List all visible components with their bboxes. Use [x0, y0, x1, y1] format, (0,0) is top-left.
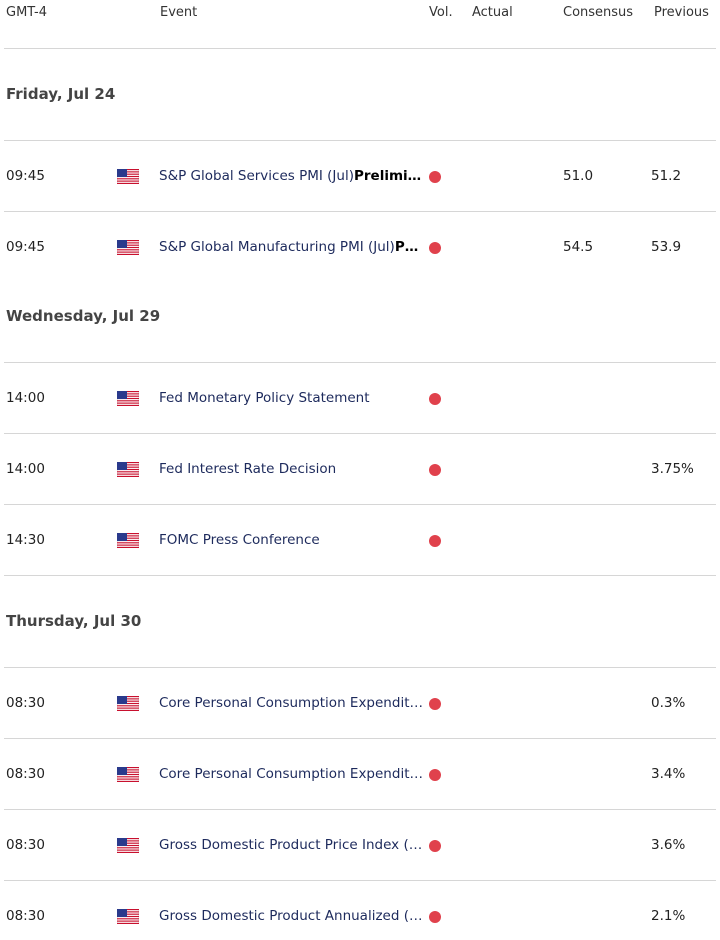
- volatility-dot: [429, 698, 441, 710]
- previous: 53.9: [651, 239, 682, 255]
- event: Gross Domestic Product Annualized (…: [159, 908, 423, 924]
- volatility-dot: [429, 769, 441, 781]
- time: 08:30: [6, 695, 45, 711]
- event: Fed Monetary Policy Statement: [159, 390, 423, 406]
- event-name: FOMC Press Conference: [159, 532, 320, 548]
- header: GMT-4 Event Vol. Actual Consensus Previo…: [4, 0, 716, 49]
- volatility-dot: [429, 840, 441, 852]
- consensus: 54.5: [563, 239, 594, 255]
- col-event: Event: [160, 5, 198, 20]
- events: Friday, Jul 24 09:45 S&P Global Services P…: [0, 49, 720, 940]
- event: S&P Global Services PMI (Jul)Prelimi…: [159, 168, 423, 184]
- flag: [116, 532, 140, 552]
- time: 14:00: [6, 461, 45, 477]
- date-header: Friday, Jul 24: [4, 49, 716, 141]
- flag: [116, 390, 140, 410]
- event-bold: Prelimi…: [354, 168, 422, 184]
- previous: 3.4%: [651, 766, 686, 782]
- event-name: Core Personal Consumption Expendit…: [159, 766, 423, 782]
- previous: 3.75%: [651, 461, 694, 477]
- volatility-dot: [429, 911, 441, 923]
- col-actual: Actual: [472, 5, 513, 20]
- event: Gross Domestic Product Price Index (…: [159, 837, 423, 853]
- event-name: Fed Interest Rate Decision: [159, 461, 337, 477]
- time: 08:30: [6, 766, 45, 782]
- volatility-dot: [429, 393, 441, 405]
- event-name: Core Personal Consumption Expendit…: [159, 695, 423, 711]
- date-label: Thursday, Jul 30: [6, 612, 142, 630]
- event-row: 08:30 Core Personal Consumption Expendit……: [4, 668, 716, 739]
- event: S&P Global Manufacturing PMI (Jul)P…: [159, 239, 423, 255]
- previous: 51.2: [651, 168, 682, 184]
- col-time: GMT-4: [6, 5, 47, 20]
- event-name: S&P Global Services PMI (Jul): [159, 168, 354, 184]
- event: FOMC Press Conference: [159, 532, 423, 548]
- volatility-dot: [429, 464, 441, 476]
- time: 09:45: [6, 168, 45, 184]
- event: Core Personal Consumption Expendit…: [159, 766, 423, 782]
- event-row: 14:30 FOMC Press Conference: [4, 505, 716, 576]
- time: 14:30: [6, 532, 45, 548]
- event-bold: P…: [394, 239, 419, 255]
- event-name: Fed Monetary Policy Statement: [159, 390, 370, 406]
- date-label: Wednesday, Jul 29: [6, 307, 161, 325]
- flag: [116, 461, 140, 481]
- previous: 2.1%: [651, 908, 686, 924]
- event-name: Gross Domestic Product Price Index (…: [159, 837, 423, 853]
- event-row: 14:00 Fed Interest Rate Decision 3.75%: [4, 434, 716, 505]
- event-row: 08:30 Core Personal Consumption Expendit……: [4, 739, 716, 810]
- date-header: Thursday, Jul 30: [4, 576, 716, 668]
- flag: [116, 908, 140, 928]
- event: Fed Interest Rate Decision: [159, 461, 423, 477]
- previous: 3.6%: [651, 837, 686, 853]
- flag: [116, 837, 140, 857]
- col-vol: Vol.: [429, 5, 453, 20]
- time: 08:30: [6, 908, 45, 924]
- flag: [116, 766, 140, 786]
- event-name: S&P Global Manufacturing PMI (Jul): [159, 239, 395, 255]
- volatility-dot: [429, 242, 441, 254]
- event-name: Gross Domestic Product Annualized (…: [159, 908, 423, 924]
- volatility-dot: [429, 171, 441, 183]
- col-consensus: Consensus: [563, 5, 634, 20]
- time: 08:30: [6, 837, 45, 853]
- volatility-dot: [429, 535, 441, 547]
- event-row: 09:45 S&P Global Manufacturing PMI (Jul)P…: [4, 212, 716, 283]
- event-row: 08:30 Gross Domestic Product Price Index …: [4, 810, 716, 881]
- event-row: 14:00 Fed Monetary Policy Statement: [4, 363, 716, 434]
- time: 14:00: [6, 390, 45, 406]
- event-row: 09:45 S&P Global Services PMI (Jul)Prelim…: [4, 141, 716, 212]
- consensus: 51.0: [563, 168, 594, 184]
- col-previous: Previous: [654, 5, 709, 20]
- flag: [116, 695, 140, 715]
- time: 09:45: [6, 239, 45, 255]
- event: Core Personal Consumption Expendit…: [159, 695, 423, 711]
- date-header: Wednesday, Jul 29: [4, 283, 716, 363]
- event-row: 08:30 Gross Domestic Product Annualized (…: [4, 881, 716, 940]
- date-label: Friday, Jul 24: [6, 85, 116, 103]
- previous: 0.3%: [651, 695, 686, 711]
- flag: [116, 168, 140, 188]
- flag: [116, 239, 140, 259]
